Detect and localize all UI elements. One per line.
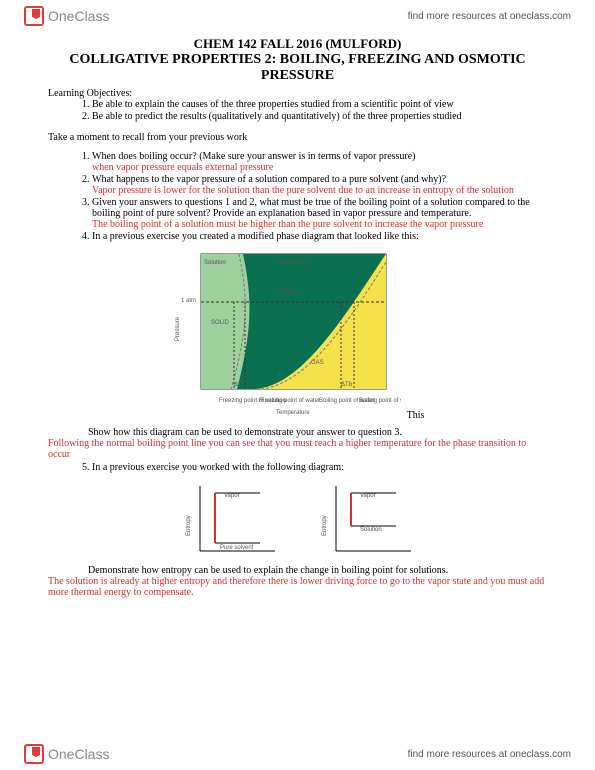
- label-gas: GAS: [311, 360, 324, 366]
- delta-tb: ΔTb: [341, 382, 353, 388]
- label-liquid: LIQUID: [279, 290, 300, 296]
- y-axis-label: Pressure: [175, 316, 181, 341]
- entropy-diagram-solution: Entropy Vapor Solution: [316, 481, 416, 561]
- solution-label: Solution: [360, 527, 382, 533]
- question-item: In a previous exercise you created a mod…: [92, 231, 547, 242]
- question-text: What happens to the vapor pressure of a …: [92, 174, 446, 185]
- question-item: In a previous exercise you worked with t…: [92, 462, 547, 473]
- objective-item: Be able to explain the causes of the thr…: [92, 99, 547, 110]
- answer-text: when vapor pressure equals external pres…: [92, 162, 273, 173]
- questions-list-2: In a previous exercise you worked with t…: [92, 462, 547, 473]
- demonstrate-text: Demonstrate how entropy can be used to e…: [88, 565, 547, 576]
- label-pure: Pure solvent: [276, 260, 310, 266]
- vapor-label: Vapor: [224, 493, 240, 499]
- phase-diagram: SOLID LIQUID GAS Solution Pure solvent Δ…: [171, 246, 401, 421]
- fp-water: Freezing point of water: [259, 398, 320, 404]
- content: CHEM 142 FALL 2016 (MULFORD) COLLIGATIVE…: [0, 32, 595, 598]
- question-item: What happens to the vapor pressure of a …: [92, 174, 547, 196]
- footer-link[interactable]: find more resources at oneclass.com: [408, 749, 571, 760]
- question-text: In a previous exercise you worked with t…: [92, 462, 344, 473]
- y-axis-label: Entropy: [322, 515, 328, 536]
- header-link[interactable]: find more resources at oneclass.com: [408, 11, 571, 22]
- y-axis-label: Entropy: [186, 515, 192, 536]
- page-title: COLLIGATIVE PROPERTIES 2: BOILING, FREEZ…: [48, 52, 547, 84]
- vapor-label: Vapor: [360, 493, 376, 499]
- recall-text: Take a moment to recall from your previo…: [48, 132, 547, 143]
- atm-label: 1 atm: [181, 298, 196, 304]
- logo-text: OneClass: [48, 746, 109, 762]
- logo: OneClass: [24, 744, 109, 764]
- this-label: This: [407, 410, 425, 421]
- entropy-diagrams-row: Entropy Vapor Pure solvent Entropy Vapor…: [48, 481, 547, 561]
- entropy-diagram-pure: Entropy Vapor Pure solvent: [180, 481, 280, 561]
- question-text: When does boiling occur? (Make sure your…: [92, 151, 416, 162]
- question-item: When does boiling occur? (Make sure your…: [92, 151, 547, 173]
- question-text: Given your answers to questions 1 and 2,…: [92, 197, 530, 219]
- pure-label: Pure solvent: [220, 545, 254, 551]
- logo-icon: [24, 6, 44, 26]
- logo-text: OneClass: [48, 8, 109, 24]
- x-axis-label: Temperature: [276, 410, 310, 416]
- show-question: Show how this diagram can be used to dem…: [88, 427, 547, 438]
- course-title: CHEM 142 FALL 2016 (MULFORD): [48, 36, 547, 52]
- questions-list: When does boiling occur? (Make sure your…: [92, 151, 547, 242]
- answer-text: The boiling point of a solution must be …: [92, 219, 483, 230]
- label-solid: SOLID: [211, 320, 230, 326]
- question-item: Given your answers to questions 1 and 2,…: [92, 197, 547, 230]
- page-footer: OneClass find more resources at oneclass…: [0, 738, 595, 770]
- answer-text: The solution is already at higher entrop…: [48, 576, 547, 598]
- page-header: OneClass find more resources at oneclass…: [0, 0, 595, 32]
- answer-text: Following the normal boiling point line …: [48, 438, 547, 460]
- phase-diagram-row: SOLID LIQUID GAS Solution Pure solvent Δ…: [48, 246, 547, 421]
- bp-sol: Boiling point of solution: [359, 398, 401, 404]
- delta-tf: ΔTf: [234, 382, 244, 388]
- question-text: In a previous exercise you created a mod…: [92, 231, 419, 242]
- label-solution: Solution: [204, 260, 226, 266]
- logo-icon: [24, 744, 44, 764]
- logo: OneClass: [24, 6, 109, 26]
- objectives-list: Be able to explain the causes of the thr…: [92, 99, 547, 122]
- answer-text: Vapor pressure is lower for the solution…: [92, 185, 514, 196]
- objective-item: Be able to predict the results (qualitat…: [92, 111, 547, 122]
- objectives-label: Learning Objectives:: [48, 88, 547, 99]
